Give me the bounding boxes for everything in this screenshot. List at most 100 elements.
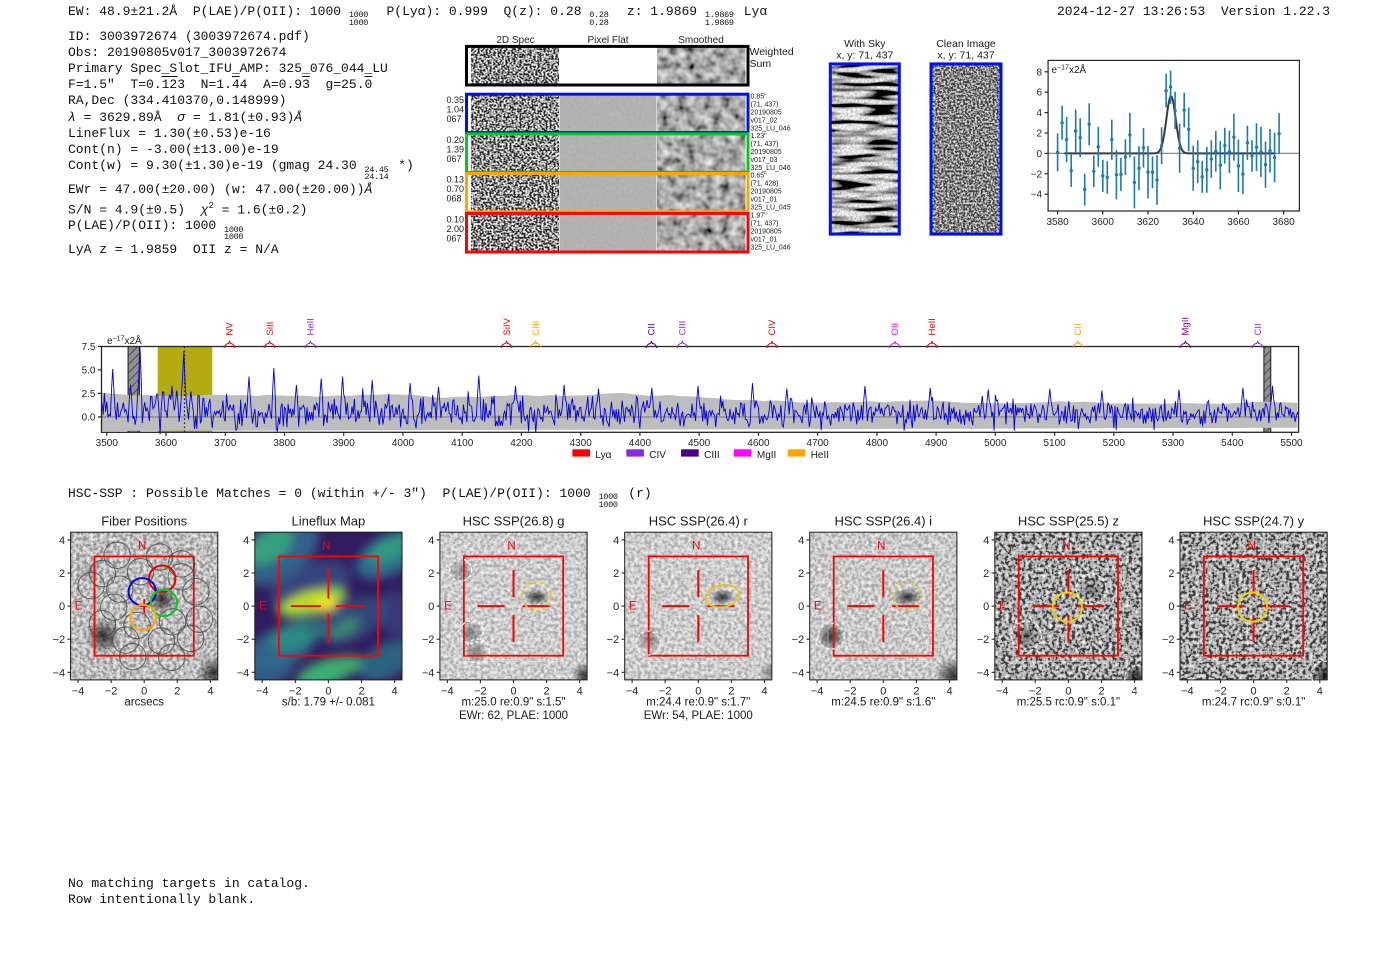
svg-text:−2: −2 (289, 685, 302, 697)
svg-text:m:24.7 rc:0.9" s:0.1": m:24.7 rc:0.9" s:0.1" (1202, 697, 1305, 709)
svg-text:MgII: MgII (1181, 317, 1192, 335)
svg-text:2: 2 (1284, 685, 1290, 697)
svg-text:m:24.4 re:0.9" s:1.7": m:24.4 re:0.9" s:1.7" (646, 697, 750, 709)
svg-text:5500: 5500 (1280, 438, 1303, 449)
svg-text:4: 4 (983, 535, 989, 547)
svg-text:CIII: CIII (678, 321, 689, 336)
svg-text:HeII: HeII (811, 450, 829, 461)
svg-text:HSC SSP(24.7) y: HSC SSP(24.7) y (1203, 514, 1305, 529)
svg-text:0: 0 (510, 685, 516, 697)
svg-text:−4: −4 (792, 667, 805, 679)
svg-text:HSC SSP(26.8) g: HSC SSP(26.8) g (463, 514, 565, 529)
svg-text:v017_01: v017_01 (751, 197, 778, 204)
svg-text:0.70: 0.70 (447, 184, 465, 194)
svg-text:e−17x2Å: e−17x2Å (107, 334, 142, 347)
svg-text:(71, 437): (71, 437) (751, 221, 779, 228)
svg-text:8: 8 (1037, 67, 1043, 78)
svg-text:E: E (75, 601, 83, 613)
svg-text:N: N (1247, 541, 1255, 553)
svg-text:0: 0 (1037, 149, 1043, 160)
svg-text:CII: CII (647, 323, 658, 335)
svg-text:E: E (814, 601, 822, 613)
svg-text:0: 0 (880, 685, 886, 697)
svg-text:−4: −4 (53, 667, 66, 679)
svg-text:Smoothed: Smoothed (678, 35, 724, 46)
svg-text:4: 4 (761, 685, 767, 697)
svg-text:OII: OII (890, 323, 901, 336)
svg-text:x, y: 71, 437: x, y: 71, 437 (836, 50, 893, 62)
svg-text:E: E (259, 601, 267, 613)
svg-text:4: 4 (207, 685, 213, 697)
svg-text:v017_02: v017_02 (751, 117, 778, 124)
svg-text:0.35: 0.35 (447, 95, 465, 105)
svg-text:−4: −4 (811, 685, 824, 697)
svg-text:−2: −2 (105, 685, 118, 697)
svg-text:0: 0 (141, 685, 147, 697)
svg-text:4: 4 (1168, 535, 1174, 547)
svg-text:2: 2 (428, 568, 434, 580)
svg-text:N: N (1062, 541, 1070, 553)
svg-text:−4: −4 (1181, 685, 1194, 697)
svg-text:−4: −4 (977, 667, 990, 679)
svg-text:−2: −2 (977, 634, 990, 646)
svg-text:−4: −4 (1162, 667, 1175, 679)
svg-text:0: 0 (798, 601, 804, 613)
svg-text:HeII: HeII (306, 318, 317, 335)
svg-text:−2: −2 (607, 634, 620, 646)
svg-text:−2: −2 (659, 685, 672, 697)
svg-text:−4: −4 (441, 685, 454, 697)
svg-text:0: 0 (428, 601, 434, 613)
svg-text:−2: −2 (1214, 685, 1227, 697)
svg-text:E: E (444, 601, 452, 613)
svg-text:0: 0 (1065, 685, 1071, 697)
svg-text:0: 0 (59, 601, 65, 613)
svg-text:HSC SSP(25.5) z: HSC SSP(25.5) z (1018, 514, 1119, 529)
svg-text:4: 4 (243, 535, 249, 547)
svg-text:CIV: CIV (649, 450, 666, 461)
svg-text:0: 0 (1251, 685, 1257, 697)
svg-text:4400: 4400 (629, 438, 652, 449)
svg-text:4200: 4200 (510, 438, 533, 449)
svg-text:v017_03: v017_03 (751, 157, 778, 164)
svg-text:2: 2 (983, 568, 989, 580)
svg-text:N: N (138, 541, 146, 553)
svg-text:−4: −4 (422, 667, 435, 679)
svg-text:CIII: CIII (704, 450, 720, 461)
svg-text:Pixel Flat: Pixel Flat (587, 35, 628, 46)
svg-text:CII: CII (1073, 323, 1084, 335)
svg-text:5100: 5100 (1043, 438, 1066, 449)
svg-text:E: E (1184, 601, 1192, 613)
svg-text:4700: 4700 (806, 438, 829, 449)
svg-text:4100: 4100 (451, 438, 474, 449)
svg-text:1.39: 1.39 (447, 144, 465, 154)
svg-text:E: E (999, 601, 1007, 613)
svg-text:SiII: SiII (265, 322, 276, 336)
svg-text:s/b: 1.79 +/- 0.081: s/b: 1.79 +/- 0.081 (282, 697, 375, 709)
svg-text:4600: 4600 (747, 438, 770, 449)
svg-text:2: 2 (174, 685, 180, 697)
svg-text:2: 2 (59, 568, 65, 580)
svg-text:Sum: Sum (750, 58, 772, 70)
svg-text:HeII: HeII (927, 318, 938, 335)
svg-text:m:25.5 rc:0.9" s:0.1": m:25.5 rc:0.9" s:0.1" (1017, 697, 1120, 709)
svg-text:0.20: 0.20 (447, 135, 465, 145)
svg-text:2: 2 (358, 685, 364, 697)
svg-text:0.85": 0.85" (751, 93, 768, 100)
svg-text:20190805: 20190805 (751, 149, 782, 156)
svg-text:m:24.5 re:0.9" s:1.6": m:24.5 re:0.9" s:1.6" (831, 697, 935, 709)
svg-text:−4: −4 (237, 667, 250, 679)
svg-text:3620: 3620 (1137, 217, 1160, 228)
svg-text:−4: −4 (607, 667, 620, 679)
svg-text:067: 067 (447, 114, 462, 124)
svg-text:3900: 3900 (333, 438, 356, 449)
svg-text:4: 4 (1037, 108, 1043, 119)
svg-text:2.5: 2.5 (82, 389, 96, 400)
svg-text:x, y: 71, 437: x, y: 71, 437 (937, 50, 994, 62)
svg-text:4: 4 (577, 685, 583, 697)
svg-text:−2: −2 (1162, 634, 1175, 646)
svg-text:4: 4 (428, 535, 434, 547)
svg-text:CIII: CIII (531, 321, 542, 336)
svg-text:068: 068 (447, 194, 462, 204)
svg-text:2: 2 (798, 568, 804, 580)
svg-text:2: 2 (544, 685, 550, 697)
